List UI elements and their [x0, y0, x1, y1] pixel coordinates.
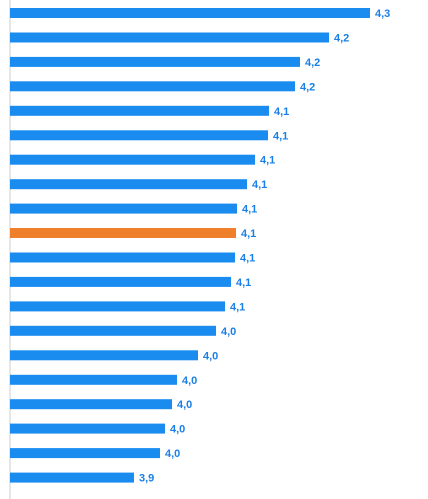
bar: [10, 448, 160, 459]
bar-value-label: 4,1: [273, 130, 288, 142]
bar: [10, 81, 295, 92]
bar: [10, 130, 268, 141]
bar: [10, 105, 269, 116]
bar-value-label: 4,1: [240, 253, 255, 265]
bar-value-label: 4,0: [170, 424, 185, 436]
bar: [10, 374, 177, 385]
bar: [10, 56, 300, 67]
bar: [10, 325, 216, 336]
bar-value-label: 4,1: [230, 301, 245, 313]
bar: [10, 252, 235, 263]
bar-value-label: 4,1: [242, 204, 257, 216]
bar-value-label: 4,1: [260, 155, 275, 167]
bar: [10, 472, 134, 483]
bar: [10, 423, 165, 434]
bar-highlighted: [10, 228, 236, 238]
bar-value-label: 4,2: [305, 57, 320, 69]
bar-value-label: 4,3: [375, 8, 390, 20]
bars-group: 4,3 4,2 4,2 4,2 4,1 4,1 4,1 4,1 4,1 4,1 4,1 4,1 4,1 4…: [10, 8, 390, 485]
bar: [10, 276, 231, 287]
bar-value-label: 4,1: [274, 106, 289, 118]
bar: [10, 350, 198, 361]
bar-value-label: 4,2: [334, 33, 349, 45]
bar: [10, 154, 255, 165]
bar: [10, 301, 225, 312]
bar-value-label: 4,0: [221, 326, 236, 338]
bar: [10, 179, 247, 190]
bar: [10, 8, 370, 18]
bar-value-label: 4,1: [252, 179, 267, 191]
bar: [10, 399, 172, 410]
bar-value-label: 4,1: [236, 277, 251, 289]
bar-value-label: 4,0: [165, 448, 180, 460]
bar-value-label: 4,0: [182, 375, 197, 387]
bar-value-label: 3,9: [139, 473, 154, 485]
bar-value-label: 4,0: [177, 399, 192, 411]
bar-value-label: 4,1: [241, 228, 256, 240]
bar: [10, 32, 329, 43]
bar-value-label: 4,2: [300, 81, 315, 93]
bar: [10, 203, 237, 214]
bar-value-label: 4,0: [203, 350, 218, 362]
